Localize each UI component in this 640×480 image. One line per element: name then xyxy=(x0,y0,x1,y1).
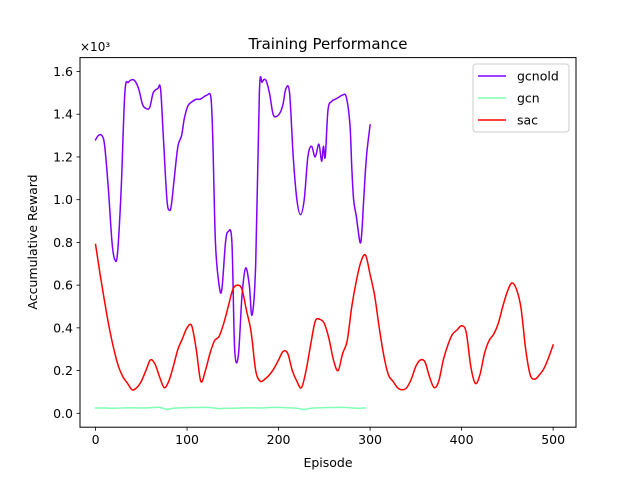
series-line-gcn xyxy=(94,406,367,411)
y-tick-label: 0.0 xyxy=(53,406,73,421)
y-tick-label: 0.2 xyxy=(53,363,73,378)
y-tick-label: 0.8 xyxy=(53,235,73,250)
legend-box xyxy=(472,63,570,133)
x-tick-label: 100 xyxy=(175,432,199,447)
series-line-gcnold xyxy=(94,75,371,364)
x-axis: 0 100 200 300 400 500 xyxy=(92,427,565,447)
y-tick-label: 1.6 xyxy=(53,64,73,79)
y-axis-label: Accumulative Reward xyxy=(25,174,40,309)
y-tick-label: 0.4 xyxy=(53,320,73,335)
y-axis: 0.0 0.2 0.4 0.6 0.8 1.0 1.2 1.4 1.6 xyxy=(53,64,80,421)
y-tick-label: 1.2 xyxy=(53,149,73,164)
legend-label-gcnold: gcnold xyxy=(517,69,559,84)
x-axis-label: Episode xyxy=(303,455,352,470)
x-tick-label: 0 xyxy=(92,432,100,447)
y-tick-label: 0.6 xyxy=(53,278,73,293)
x-tick-label: 400 xyxy=(450,432,474,447)
y-tick-label: 1.0 xyxy=(53,192,73,207)
legend-label-gcn: gcn xyxy=(517,91,540,106)
legend: gcnold gcn sac xyxy=(472,63,570,133)
y-axis-offset-label: ×10³ xyxy=(80,40,110,54)
x-tick-label: 500 xyxy=(541,432,565,447)
series-line-sac xyxy=(94,243,555,391)
legend-label-sac: sac xyxy=(517,113,538,128)
chart-title: Training Performance xyxy=(247,35,407,53)
y-tick-label: 1.4 xyxy=(53,107,73,122)
series-layer xyxy=(94,75,555,411)
x-tick-label: 200 xyxy=(267,432,291,447)
plot-area xyxy=(94,75,555,411)
x-tick-label: 300 xyxy=(358,432,382,447)
